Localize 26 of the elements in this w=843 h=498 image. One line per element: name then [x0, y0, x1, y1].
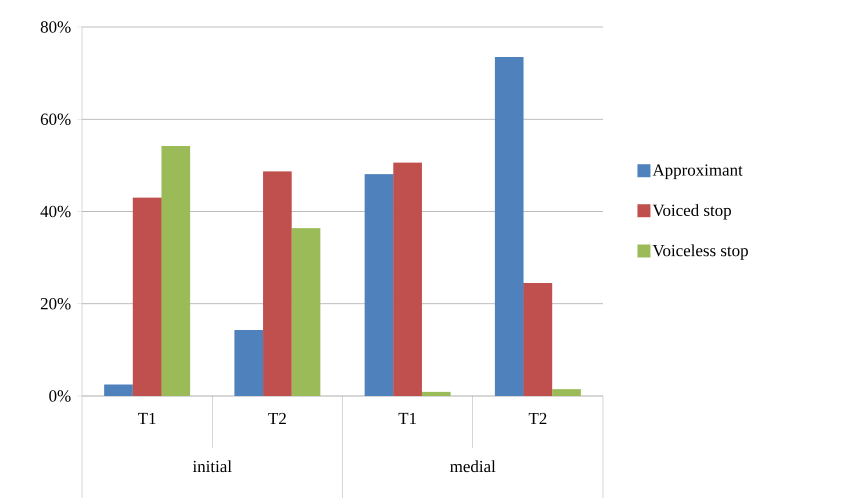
bar: [494, 56, 524, 396]
x-tick-label: T2: [268, 412, 286, 424]
bar: [393, 162, 422, 396]
x-tick-label: T1: [138, 412, 156, 424]
bar: [292, 228, 320, 396]
y-tick-label: 0%: [49, 390, 71, 402]
bar: [263, 171, 292, 396]
legend-label: Voiced stop: [652, 204, 731, 220]
bar: [161, 146, 190, 396]
x-tick-label: T1: [398, 412, 416, 424]
bar: [524, 282, 552, 396]
legend-label: Approximant: [652, 164, 743, 180]
legend-label: Voiceless stop: [652, 244, 748, 260]
bar: [422, 392, 451, 396]
text: initial: [192, 460, 232, 472]
bar: [364, 174, 394, 396]
bar: [552, 388, 581, 396]
x-tick-label: T2: [528, 412, 546, 424]
y-tick-label: 60%: [40, 113, 71, 125]
y-tick-label: 40%: [40, 206, 71, 218]
bar: [132, 198, 162, 396]
text: medial: [450, 460, 496, 472]
bar: [104, 384, 133, 396]
y-tick-label: 20%: [40, 298, 71, 310]
y-tick-label: 80%: [40, 21, 71, 33]
bar: [234, 330, 264, 396]
